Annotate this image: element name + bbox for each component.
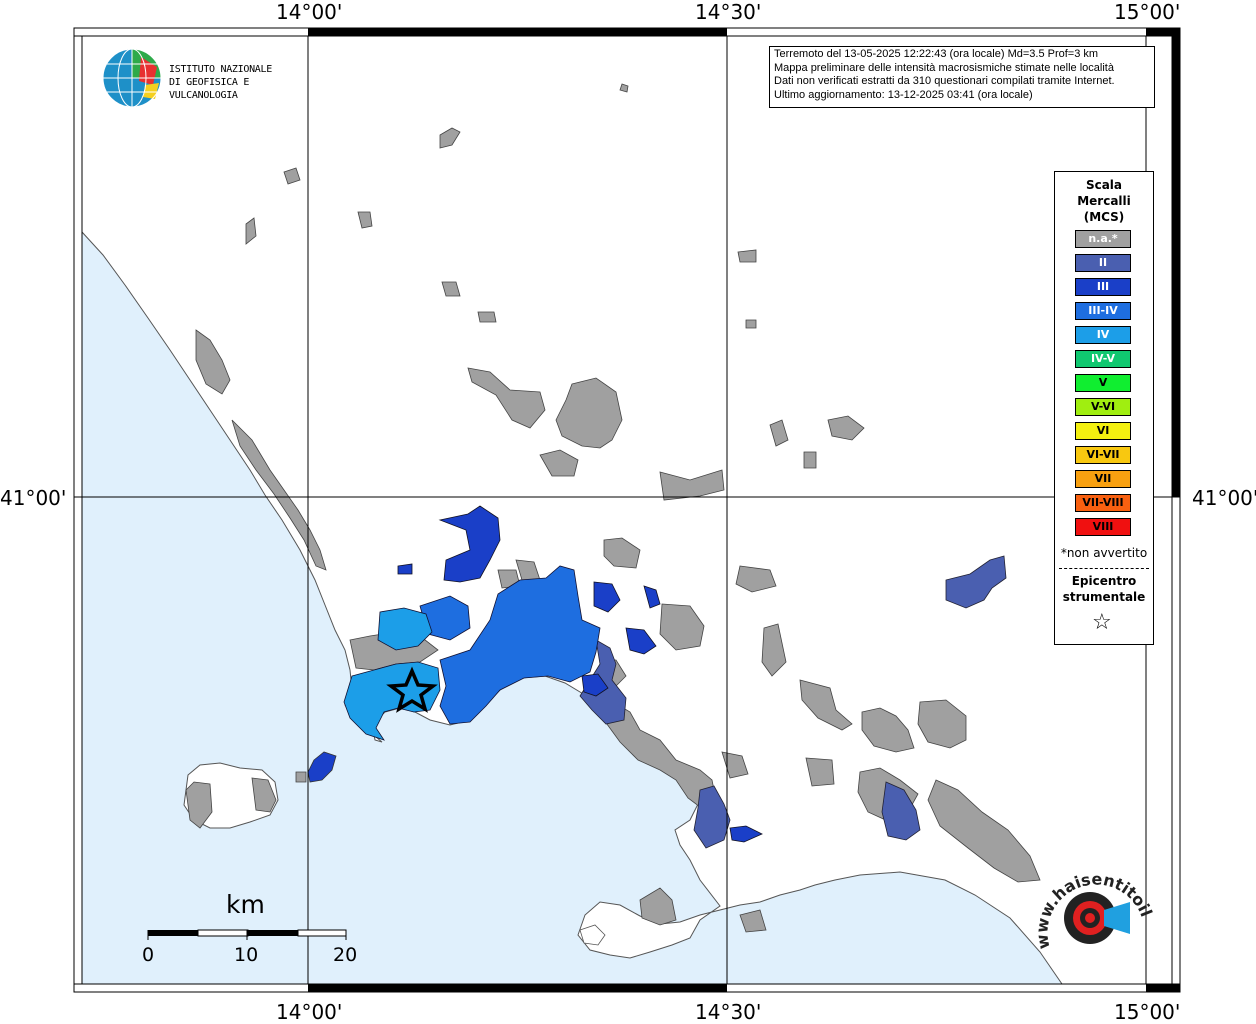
legend-epicentre-line1: Epicentro (1071, 574, 1137, 588)
legend-item-n-a-: n.a.* (1075, 230, 1131, 248)
latitude-label-left-41-00: 41°00' (0, 486, 67, 510)
earthquake-info-box: Terremoto del 13-05-2025 12:22:43 (ora l… (769, 46, 1155, 108)
info-line-updated: Ultimo aggiornamento: 13-12-2025 03:41 (… (774, 88, 1033, 101)
scale-bar: km 0 10 20 (140, 886, 370, 976)
scale-tick-10: 10 (234, 944, 259, 966)
info-line-map: Mappa preliminare delle intensità macros… (774, 61, 1114, 74)
na-areas (185, 83, 1041, 933)
mcs-legend: Scala Mercalli (MCS) n.a.* II III III-IV IV I… (1054, 171, 1154, 645)
legend-item-vii: VII (1075, 470, 1131, 488)
legend-item-iv-v: IV-V (1075, 350, 1131, 368)
legend-item-vii-viii: VII-VIII (1075, 494, 1131, 512)
legend-item-iii-iv: III-IV (1075, 302, 1131, 320)
haisentito-target-icon: www.haisentitoilterremoto.it (1022, 843, 1156, 951)
capri-island (579, 924, 606, 946)
legend-item-iv: IV (1075, 326, 1131, 344)
scale-tick-20: 20 (333, 944, 358, 966)
scale-unit: km (226, 890, 265, 919)
longitude-label-bottom-14-00: 14°00' (276, 1000, 343, 1024)
longitude-label-bottom-15-00: 15°00' (1114, 1000, 1181, 1024)
legend-epicentre-line2: strumentale (1062, 590, 1146, 604)
legend-title-line2: Mercalli (1077, 194, 1131, 208)
legend-item-viii: VIII (1075, 518, 1131, 536)
scale-tick-0: 0 (142, 944, 155, 966)
legend-item-v-vi: V-VI (1075, 398, 1131, 416)
legend-title-line3: (MCS) (1083, 210, 1125, 224)
haisentito-logo: www.haisentitoilterremoto.it (1022, 843, 1160, 978)
ingv-logo-line1: ISTITUTO NAZIONALE (169, 64, 272, 75)
ingv-logo-line2: DI GEOFISICA E VULCANOLOGIA (169, 77, 250, 101)
latitude-label-right-41-00: 41°00' (1192, 486, 1256, 510)
longitude-label-top-14-00: 14°00' (276, 0, 343, 24)
scale-bar-graphic (147, 929, 347, 940)
map-frame (73, 27, 1181, 993)
mcs-iii-iv-areas (419, 565, 601, 725)
ingv-globe-icon (102, 48, 162, 108)
info-line-event: Terremoto del 13-05-2025 12:22:43 (ora l… (774, 48, 1099, 60)
legend-item-v: V (1075, 374, 1131, 392)
legend-item-vi-vii: VI-VII (1075, 446, 1131, 464)
longitude-label-bottom-14-30: 14°30' (695, 1000, 762, 1024)
legend-item-iii: III (1075, 278, 1131, 296)
legend-items: n.a.* II III III-IV IV IV-V V V-VI VI VI-VII VII VI… (1075, 230, 1131, 542)
longitude-label-top-14-30: 14°30' (695, 0, 762, 24)
legend-item-ii: II (1075, 254, 1131, 272)
ingv-logo: ISTITUTO NAZIONALE DI GEOFISICA E VULCAN… (101, 47, 321, 109)
legend-note: *non avvertito (1060, 546, 1148, 560)
longitude-label-top-15-00: 15°00' (1114, 0, 1181, 24)
legend-separator (1059, 568, 1149, 569)
legend-star-icon: ☆ (1092, 610, 1112, 635)
mcs-iii-areas (397, 505, 763, 843)
legend-item-vi: VI (1075, 422, 1131, 440)
epicentre-star-icon (386, 666, 438, 713)
info-line-data: Dati non verificati estratti da 310 ques… (774, 75, 1115, 87)
legend-title-line1: Scala (1085, 178, 1123, 192)
